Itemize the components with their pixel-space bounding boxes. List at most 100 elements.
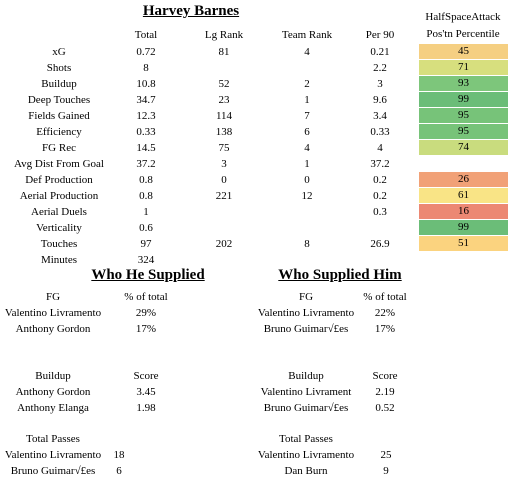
- stat-label: Deep Touches: [27, 94, 91, 106]
- stat-total: 1: [143, 206, 149, 218]
- stat-label: Minutes: [40, 254, 78, 266]
- stat-label: Verticality: [36, 222, 82, 234]
- col-header-per90: Per 90: [365, 29, 395, 41]
- stat-team-rank: 1: [304, 158, 310, 170]
- stat-lg-rank: 114: [215, 110, 233, 122]
- stat-label: Touches: [40, 238, 78, 250]
- stat-team-rank: 8: [304, 238, 310, 250]
- stat-label: xG: [52, 46, 66, 58]
- passes-player-name: Valentino Livramento: [4, 449, 102, 461]
- stat-total: 0.72: [136, 46, 156, 58]
- passes-count: 9: [383, 465, 389, 477]
- stat-per90: 0.2: [373, 174, 387, 186]
- stat-total: 8: [143, 62, 149, 74]
- left-score-header: Score: [133, 370, 159, 382]
- stat-team-rank: 7: [304, 110, 310, 122]
- stat-lg-rank: 202: [215, 238, 233, 250]
- percentile-cell: 95: [419, 124, 508, 139]
- stat-team-rank: 6: [304, 126, 310, 138]
- right-fg-header: FG: [298, 291, 314, 303]
- stat-total: 0.6: [139, 222, 153, 234]
- left-buildup-header: Buildup: [35, 370, 71, 382]
- stat-lg-rank: 75: [218, 142, 230, 154]
- stat-per90: 4: [377, 142, 383, 154]
- percentile-cell: 45: [419, 44, 508, 59]
- percentile-header-line1: HalfSpaceAttack: [425, 11, 501, 23]
- stat-total: 34.7: [136, 94, 156, 106]
- stat-label: Efficiency: [36, 126, 82, 138]
- stat-per90: 3: [377, 78, 383, 90]
- stat-lg-rank: 0: [221, 174, 227, 186]
- stat-team-rank: 1: [304, 94, 310, 106]
- percentile-cell: 71: [419, 60, 508, 75]
- stat-total: 10.8: [136, 78, 156, 90]
- right-fg-pct-header: % of total: [363, 291, 407, 303]
- buildup-player-name: Valentino Livrament: [260, 386, 352, 398]
- stat-per90: 0.33: [370, 126, 390, 138]
- fg-percent: 22%: [374, 307, 396, 319]
- stat-team-rank: 4: [304, 142, 310, 154]
- stat-total: 0.8: [139, 190, 153, 202]
- buildup-score: 3.45: [136, 386, 156, 398]
- who-he-supplied-heading: Who He Supplied: [91, 267, 205, 283]
- stat-lg-rank: 221: [215, 190, 233, 202]
- stat-per90: 0.3: [373, 206, 387, 218]
- percentile-cell: 93: [419, 76, 508, 91]
- fg-percent: 17%: [374, 323, 396, 335]
- right-score-header: Score: [372, 370, 398, 382]
- col-header-lg-rank: Lg Rank: [204, 29, 244, 41]
- fg-percent: 29%: [135, 307, 157, 319]
- stat-label: Buildup: [41, 78, 77, 90]
- stat-total: 97: [140, 238, 152, 250]
- stat-label: FG Rec: [42, 142, 76, 154]
- stat-team-rank: 12: [301, 190, 313, 202]
- buildup-player-name: Anthony Elanga: [17, 402, 89, 414]
- percentile-cell: 74: [419, 140, 508, 155]
- buildup-score: 1.98: [136, 402, 156, 414]
- stat-team-rank: 4: [304, 46, 310, 58]
- stat-lg-rank: 3: [221, 158, 227, 170]
- passes-count: 18: [113, 449, 125, 461]
- stat-per90: 0.21: [370, 46, 390, 58]
- page-title: Harvey Barnes: [142, 3, 240, 19]
- passes-count: 25: [380, 449, 392, 461]
- stat-total: 37.2: [136, 158, 156, 170]
- stat-label: Aerial Duels: [31, 206, 87, 218]
- buildup-player-name: Anthony Gordon: [15, 386, 91, 398]
- buildup-score: 0.52: [375, 402, 395, 414]
- stat-per90: 9.6: [373, 94, 387, 106]
- stat-total: 14.5: [136, 142, 156, 154]
- percentile-cell: 61: [419, 188, 508, 203]
- stat-team-rank: 2: [304, 78, 310, 90]
- percentile-header-line2: Pos'tn Percentile: [426, 28, 500, 40]
- stat-label: Shots: [46, 62, 72, 74]
- percentile-cell: 51: [419, 236, 508, 251]
- stat-total: 324: [137, 254, 155, 266]
- stat-label: Avg Dist From Goal: [14, 158, 104, 170]
- left-fg-pct-header: % of total: [124, 291, 168, 303]
- stat-lg-rank: 138: [215, 126, 233, 138]
- stat-per90: 37.2: [370, 158, 390, 170]
- buildup-score: 2.19: [375, 386, 395, 398]
- percentile-cell: 99: [419, 92, 508, 107]
- stat-per90: 26.9: [370, 238, 390, 250]
- fg-player-name: Valentino Livramento: [4, 307, 102, 319]
- stat-label: Fields Gained: [28, 110, 90, 122]
- passes-player-name: Dan Burn: [284, 465, 328, 477]
- stat-total: 0.33: [136, 126, 156, 138]
- fg-player-name: Valentino Livramento: [257, 307, 355, 319]
- col-header-team-rank: Team Rank: [281, 29, 333, 41]
- stat-label: Aerial Production: [19, 190, 99, 202]
- who-supplied-him-heading: Who Supplied Him: [278, 267, 402, 283]
- passes-player-name: Valentino Livramento: [257, 449, 355, 461]
- percentile-cell: 95: [419, 108, 508, 123]
- percentile-cell: 99: [419, 220, 508, 235]
- passes-count: 6: [116, 465, 122, 477]
- col-header-total: Total: [134, 29, 158, 41]
- right-passes-header: Total Passes: [279, 433, 333, 445]
- stat-total: 0.8: [139, 174, 153, 186]
- stat-lg-rank: 81: [218, 46, 230, 58]
- percentile-cell: 26: [419, 172, 508, 187]
- percentile-cell: 16: [419, 204, 508, 219]
- stat-total: 12.3: [136, 110, 156, 122]
